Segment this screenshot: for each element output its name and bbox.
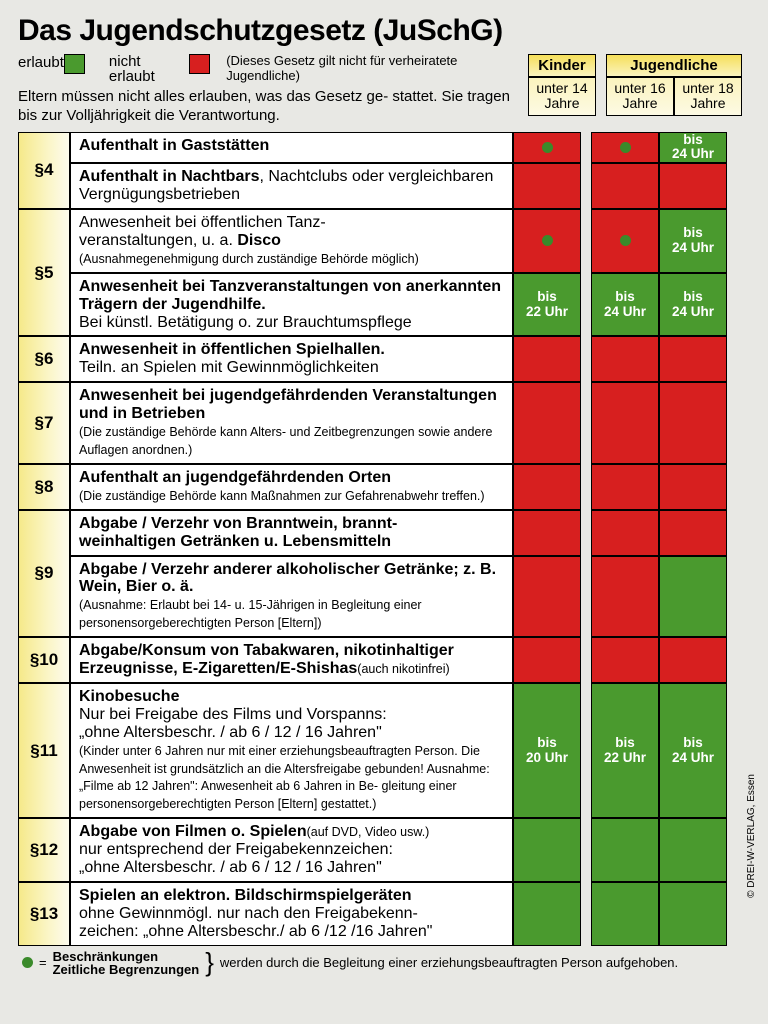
status-cell <box>513 464 581 510</box>
status-cell <box>513 637 581 683</box>
status-cell <box>591 163 659 209</box>
status-cell: bis24 Uhr <box>659 132 727 164</box>
status-cell: bis24 Uhr <box>659 209 727 273</box>
header-kinder: Kinder <box>528 54 596 77</box>
section-label: §5 <box>18 209 70 336</box>
rule-description: Spielen an elektron. Bildschirmspielgerä… <box>70 882 513 946</box>
status-cell: bis24 Uhr <box>591 273 659 337</box>
status-cell <box>659 382 727 464</box>
rule-description: Anwesenheit in öffentlichen Spielhallen.… <box>70 336 513 382</box>
status-cell <box>659 336 727 382</box>
status-cell <box>591 209 659 273</box>
page-title: Das Jugendschutzgesetz (JuSchG) <box>18 14 750 48</box>
section-label: §12 <box>18 818 70 882</box>
footer-l2: Zeitliche Begrenzungen <box>53 963 200 976</box>
status-cell <box>659 637 727 683</box>
status-cell <box>591 510 659 556</box>
footer-l1: Beschränkungen <box>53 950 200 963</box>
status-cell: bis24 Uhr <box>659 273 727 337</box>
legend-notallowed-label: nicht erlaubt <box>109 54 189 84</box>
legend-note: (Dieses Gesetz gilt nicht für verheirate… <box>226 54 528 84</box>
header-u18: unter 18 Jahre <box>674 77 742 116</box>
status-cell <box>591 132 659 164</box>
copyright: © DREI-W-VERLAG, Essen <box>746 774 757 898</box>
section-label: §4 <box>18 132 70 210</box>
law-table: §4Aufenthalt in Gaststätten bis24 Uhr Aufe… <box>18 132 750 946</box>
header-jugendliche: Jugendliche <box>606 54 742 77</box>
section-label: §7 <box>18 382 70 464</box>
legend-notallowed-swatch <box>189 54 211 74</box>
status-cell <box>513 882 581 946</box>
intro-note: Eltern müssen nicht alles erlauben, was … <box>18 88 523 126</box>
rule-description: Anwesenheit bei öffentlichen Tanz-verans… <box>70 209 513 273</box>
rule-description: Abgabe von Filmen o. Spielen(auf DVD, Vi… <box>70 818 513 882</box>
rule-description: Abgabe / Verzehr anderer alkoholischer G… <box>70 556 513 638</box>
footer-rest: werden durch die Begleitung einer erzieh… <box>220 955 678 970</box>
status-cell: bis22 Uhr <box>513 273 581 337</box>
status-cell <box>591 818 659 882</box>
rule-description: Aufenthalt an jugendgefährdenden Orten(D… <box>70 464 513 510</box>
rule-description: Abgabe/Konsum von Tabakwaren, nikotinhal… <box>70 637 513 683</box>
section-label: §10 <box>18 637 70 683</box>
status-cell <box>591 336 659 382</box>
status-cell: bis20 Uhr <box>513 683 581 818</box>
status-cell <box>591 464 659 510</box>
status-cell <box>591 382 659 464</box>
legend-allowed-label: erlaubt <box>18 54 64 71</box>
status-cell <box>659 163 727 209</box>
status-cell <box>513 556 581 638</box>
rule-description: Aufenthalt in Nachtbars, Nachtclubs oder… <box>70 163 513 209</box>
status-cell: bis22 Uhr <box>591 683 659 818</box>
rule-description: Aufenthalt in Gaststätten <box>70 132 513 164</box>
rule-description: Anwesenheit bei Tanzveranstaltungen von … <box>70 273 513 337</box>
status-cell <box>513 209 581 273</box>
rule-description: KinobesucheNur bei Freigabe des Films un… <box>70 683 513 818</box>
section-label: §11 <box>18 683 70 818</box>
status-cell <box>513 510 581 556</box>
section-label: §8 <box>18 464 70 510</box>
status-cell <box>659 818 727 882</box>
status-cell <box>513 382 581 464</box>
header-u14: unter 14 Jahre <box>528 77 596 116</box>
rule-description: Abgabe / Verzehr von Branntwein, brannt-… <box>70 510 513 556</box>
header-u16: unter 16 Jahre <box>606 77 674 116</box>
status-cell <box>659 464 727 510</box>
section-label: §6 <box>18 336 70 382</box>
status-cell <box>513 163 581 209</box>
section-label: §13 <box>18 882 70 946</box>
legend: erlaubt nicht erlaubt (Dieses Gesetz gil… <box>18 54 528 84</box>
status-cell <box>659 882 727 946</box>
status-cell <box>591 882 659 946</box>
status-cell <box>659 510 727 556</box>
section-label: §9 <box>18 510 70 637</box>
status-cell: bis24 Uhr <box>659 683 727 818</box>
status-cell <box>513 132 581 164</box>
legend-allowed-swatch <box>64 54 86 74</box>
rule-description: Anwesenheit bei jugendgefährdenden Veran… <box>70 382 513 464</box>
footer-legend: = Beschränkungen Zeitliche Begrenzungen … <box>18 950 750 976</box>
status-cell <box>513 818 581 882</box>
status-cell <box>591 556 659 638</box>
status-cell <box>659 556 727 638</box>
status-cell <box>591 637 659 683</box>
status-cell <box>513 336 581 382</box>
